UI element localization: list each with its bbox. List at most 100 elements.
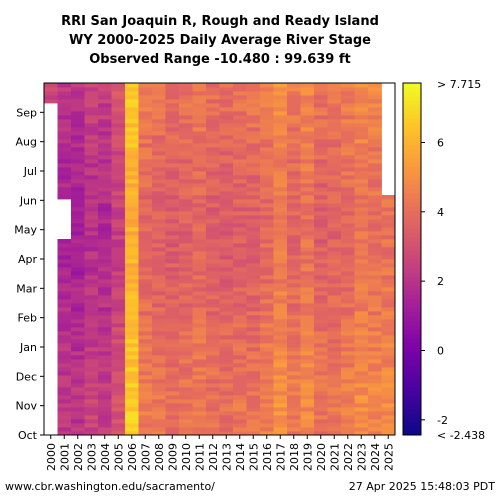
heat-cell bbox=[354, 375, 369, 380]
heat-cell bbox=[327, 275, 342, 280]
heat-cell bbox=[287, 415, 301, 420]
heat-cell bbox=[327, 395, 342, 400]
heat-cell bbox=[125, 307, 139, 312]
heat-cell bbox=[327, 367, 342, 372]
heat-cell bbox=[368, 227, 382, 232]
heat-cell bbox=[341, 407, 355, 412]
heat-cell bbox=[165, 335, 180, 340]
heat-cell bbox=[219, 303, 234, 308]
heat-cell bbox=[179, 391, 193, 396]
heat-cell bbox=[341, 355, 355, 360]
heat-cell bbox=[219, 211, 234, 216]
colorbar-band bbox=[403, 118, 421, 124]
heat-cell bbox=[287, 371, 301, 376]
heat-cell bbox=[273, 323, 288, 328]
heat-cell bbox=[219, 283, 234, 288]
heat-cell bbox=[314, 251, 328, 256]
heat-cell bbox=[368, 327, 382, 332]
y-tick-label: Apr bbox=[18, 253, 38, 266]
heat-cell bbox=[192, 323, 207, 328]
heat-cell bbox=[219, 199, 234, 204]
heat-cell bbox=[219, 271, 234, 276]
colorbar-band bbox=[403, 201, 421, 207]
heat-cell bbox=[206, 123, 220, 128]
heat-cell bbox=[138, 315, 153, 320]
heat-cell bbox=[246, 287, 261, 292]
heat-cell bbox=[152, 295, 166, 300]
heat-cell bbox=[165, 103, 180, 108]
heat-cell bbox=[57, 415, 72, 420]
heat-cell bbox=[125, 291, 139, 296]
heat-cell bbox=[354, 115, 369, 120]
heat-cell bbox=[125, 411, 139, 416]
heat-cell bbox=[341, 275, 355, 280]
heat-cell bbox=[98, 279, 112, 284]
heat-cell bbox=[138, 155, 153, 160]
heat-cell bbox=[341, 255, 355, 260]
heat-cell bbox=[84, 147, 99, 152]
heat-cell bbox=[354, 87, 369, 92]
heat-cell bbox=[138, 307, 153, 312]
heat-cell bbox=[192, 307, 207, 312]
heat-cell bbox=[111, 259, 126, 264]
heat-cell bbox=[314, 307, 328, 312]
heat-cell bbox=[125, 191, 139, 196]
heat-cell bbox=[381, 423, 396, 428]
heat-cell bbox=[327, 427, 342, 432]
heat-cell bbox=[273, 191, 288, 196]
heat-cell bbox=[300, 339, 315, 344]
heat-cell bbox=[314, 175, 328, 180]
heat-cell bbox=[179, 143, 193, 148]
heat-cell bbox=[57, 379, 72, 384]
heat-cell bbox=[192, 399, 207, 404]
heat-cell bbox=[368, 359, 382, 364]
heat-cell bbox=[273, 235, 288, 240]
heat-cell bbox=[314, 151, 328, 156]
heat-cell bbox=[206, 391, 220, 396]
heat-cell bbox=[219, 103, 234, 108]
heat-cell bbox=[246, 179, 261, 184]
y-tick-label: Feb bbox=[18, 312, 37, 325]
heat-cell bbox=[179, 395, 193, 400]
heat-cell bbox=[192, 283, 207, 288]
heat-cell bbox=[192, 291, 207, 296]
heat-cell bbox=[71, 159, 85, 164]
heat-cell bbox=[246, 291, 261, 296]
colorbar-tick-label: 6 bbox=[437, 136, 444, 149]
heat-cell bbox=[57, 339, 72, 344]
heat-cell bbox=[111, 163, 126, 168]
heat-cell bbox=[327, 103, 342, 108]
heat-cell bbox=[381, 255, 396, 260]
heat-cell bbox=[111, 375, 126, 380]
heat-cell bbox=[273, 291, 288, 296]
heat-cell bbox=[84, 199, 99, 204]
heat-cell bbox=[246, 151, 261, 156]
heat-cell bbox=[152, 355, 166, 360]
heat-cell bbox=[341, 395, 355, 400]
heat-cell bbox=[233, 215, 247, 220]
heat-cell bbox=[111, 351, 126, 356]
heat-cell bbox=[98, 295, 112, 300]
heat-cell bbox=[341, 383, 355, 388]
heat-cell bbox=[219, 127, 234, 132]
heat-cell bbox=[84, 343, 99, 348]
heat-cell bbox=[246, 235, 261, 240]
heat-cell bbox=[111, 123, 126, 128]
heat-cell bbox=[314, 147, 328, 152]
heat-cell bbox=[368, 159, 382, 164]
heat-cell bbox=[125, 195, 139, 200]
heat-cell bbox=[98, 283, 112, 288]
heat-cell bbox=[98, 355, 112, 360]
heat-cell bbox=[57, 95, 72, 100]
heat-cell bbox=[179, 167, 193, 172]
heat-cell bbox=[192, 315, 207, 320]
heat-cell bbox=[260, 295, 274, 300]
heat-cell bbox=[125, 391, 139, 396]
heat-cell bbox=[219, 347, 234, 352]
colorbar-band bbox=[403, 281, 421, 286]
heat-cell bbox=[368, 111, 382, 116]
title-line-2: WY 2000-2025 Daily Average River Stage bbox=[69, 33, 371, 48]
heat-cell bbox=[260, 299, 274, 304]
heat-cell bbox=[84, 243, 99, 248]
heat-cell bbox=[327, 343, 342, 348]
